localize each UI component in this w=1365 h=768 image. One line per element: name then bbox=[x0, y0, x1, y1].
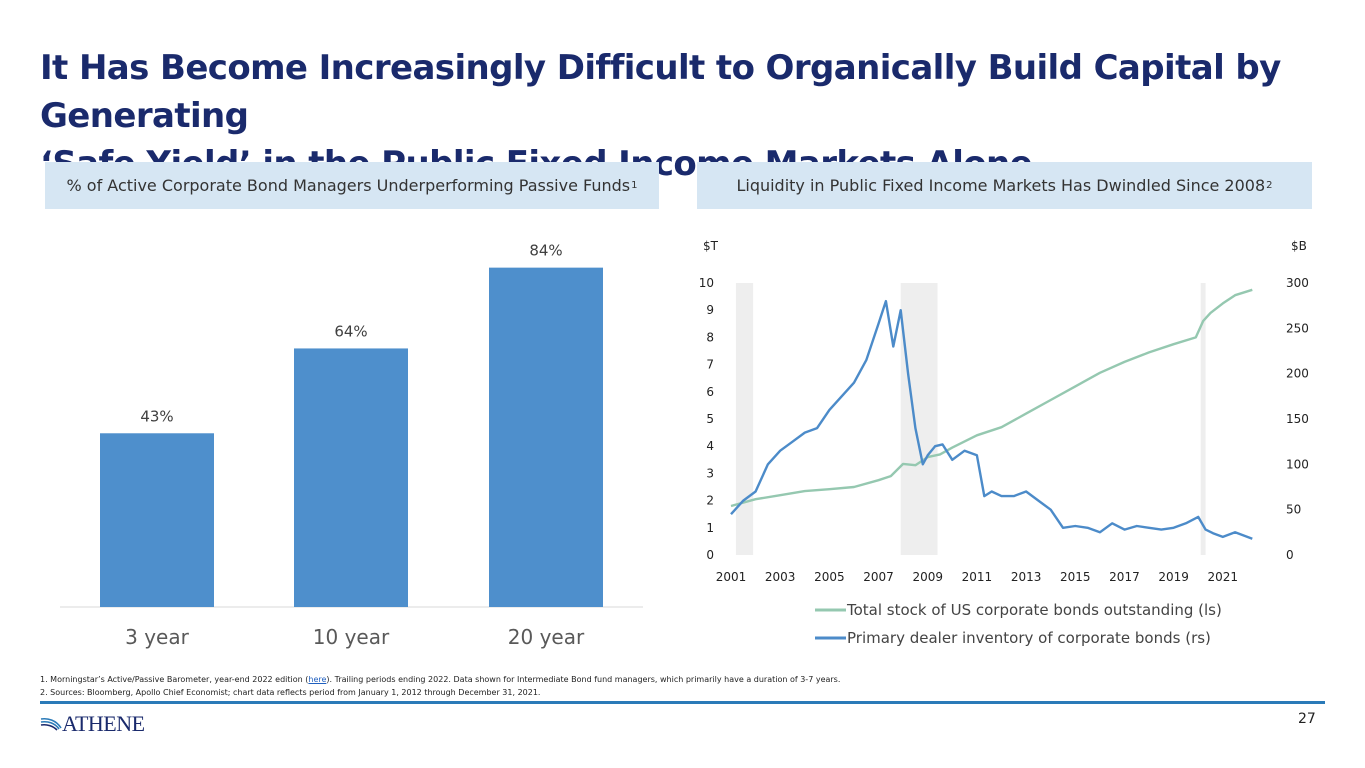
left-axis-tick: 0 bbox=[706, 548, 714, 562]
bar-chart-header-footnote-ref: 1 bbox=[631, 180, 638, 191]
left-axis-tick: 8 bbox=[706, 330, 714, 344]
footnote-2: 2. Sources: Bloomberg, Apollo Chief Econ… bbox=[40, 688, 541, 697]
x-axis-tick: 2015 bbox=[1060, 570, 1091, 584]
left-axis-tick: 3 bbox=[706, 466, 714, 480]
footnote-1-link[interactable]: here bbox=[308, 675, 327, 684]
recession-shading bbox=[735, 283, 754, 555]
page-number: 27 bbox=[1298, 711, 1316, 727]
bar-20-year bbox=[489, 267, 603, 607]
left-axis-tick: 5 bbox=[706, 412, 714, 426]
footer-rule bbox=[40, 701, 1325, 704]
bar-category-label: 10 year bbox=[313, 625, 390, 649]
athene-swoosh-icon bbox=[40, 717, 62, 731]
right-axis-tick: 0 bbox=[1286, 548, 1294, 562]
series-line-corporate-bonds-outstanding bbox=[730, 288, 1253, 508]
right-axis-tick: 100 bbox=[1286, 457, 1309, 471]
bar-category-label: 20 year bbox=[508, 625, 585, 649]
series-line-dealer-inventory bbox=[730, 299, 1253, 540]
left-axis-unit: $T bbox=[703, 239, 719, 253]
x-axis-tick: 2021 bbox=[1208, 570, 1239, 584]
x-axis-tick: 2001 bbox=[716, 570, 747, 584]
recession-shading bbox=[900, 283, 938, 555]
right-axis-unit: $B bbox=[1291, 239, 1307, 253]
left-axis-tick: 1 bbox=[706, 521, 714, 535]
athene-logo: ATHENE bbox=[40, 711, 145, 736]
athene-logo-text: ATHENE bbox=[62, 711, 145, 736]
bar-value-label: 64% bbox=[334, 322, 367, 340]
right-axis-tick: 50 bbox=[1286, 503, 1301, 517]
x-axis-tick: 2017 bbox=[1109, 570, 1140, 584]
bar-category-label: 3 year bbox=[125, 625, 189, 649]
bar-value-label: 43% bbox=[140, 407, 173, 425]
recession-shading bbox=[1200, 283, 1206, 555]
legend-label: Total stock of US corporate bonds outsta… bbox=[846, 601, 1222, 619]
right-axis-tick: 300 bbox=[1286, 276, 1309, 290]
bar-3-year bbox=[100, 433, 214, 607]
bar-chart-header-text: % of Active Corporate Bond Managers Unde… bbox=[66, 176, 631, 195]
bar-value-label: 84% bbox=[529, 242, 562, 260]
slide-title-line-1: It Has Become Increasingly Difficult to … bbox=[40, 48, 1281, 136]
left-axis-tick: 6 bbox=[706, 385, 714, 399]
left-axis-tick: 4 bbox=[706, 439, 714, 453]
left-axis-tick: 9 bbox=[706, 303, 714, 317]
right-axis-tick: 250 bbox=[1286, 321, 1309, 335]
footnote-1: 1. Morningstar’s Active/Passive Baromete… bbox=[40, 675, 841, 684]
left-axis-tick: 2 bbox=[706, 494, 714, 508]
x-axis-tick: 2005 bbox=[814, 570, 845, 584]
bar-chart-header: % of Active Corporate Bond Managers Unde… bbox=[45, 162, 659, 209]
legend-label: Primary dealer inventory of corporate bo… bbox=[847, 629, 1211, 647]
right-axis-tick: 200 bbox=[1286, 367, 1309, 381]
footnotes: 1. Morningstar’s Active/Passive Baromete… bbox=[40, 673, 1040, 699]
bar-10-year bbox=[294, 348, 408, 607]
x-axis-tick: 2013 bbox=[1011, 570, 1042, 584]
x-axis-tick: 2011 bbox=[962, 570, 993, 584]
x-axis-tick: 2003 bbox=[765, 570, 796, 584]
x-axis-tick: 2019 bbox=[1158, 570, 1189, 584]
left-axis-tick: 10 bbox=[699, 276, 714, 290]
line-chart-header-footnote-ref: 2 bbox=[1266, 180, 1273, 191]
left-axis-tick: 7 bbox=[706, 358, 714, 372]
line-chart-header: Liquidity in Public Fixed Income Markets… bbox=[697, 162, 1312, 209]
right-axis-tick: 150 bbox=[1286, 412, 1309, 426]
x-axis-tick: 2009 bbox=[912, 570, 943, 584]
line-chart-header-text: Liquidity in Public Fixed Income Markets… bbox=[736, 176, 1266, 195]
x-axis-tick: 2007 bbox=[863, 570, 894, 584]
